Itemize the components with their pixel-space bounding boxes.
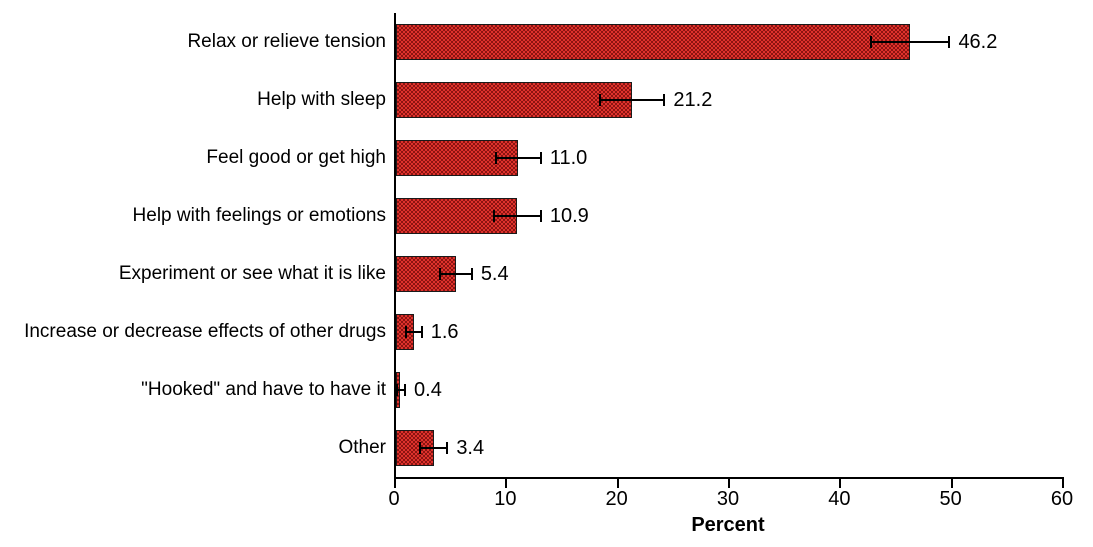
x-tick [394,479,396,488]
value-label: 3.4 [456,437,485,459]
category-label: Feel good or get high [206,147,386,168]
x-tick-label: 20 [605,488,628,510]
x-tick-label: 0 [388,488,400,510]
error-bar [492,210,542,222]
x-tick [616,479,619,488]
x-tick [839,479,842,488]
category-label: Relax or relieve tension [187,31,386,52]
error-bar [598,94,666,106]
category-label: Help with sleep [257,89,386,110]
x-tick-label: 60 [1050,488,1074,510]
error-bar [495,152,542,164]
value-label: 0.4 [414,379,442,401]
value-label: 46.2 [958,31,998,53]
error-bar [419,442,449,454]
x-tick [1062,479,1064,488]
chart-row: 0.4 [396,361,1064,419]
value-label: 1.6 [430,321,459,343]
x-tick-label: 10 [494,488,517,510]
value-label: 21.2 [673,89,713,111]
chart-row: 1.6 [396,303,1064,361]
x-tick-label: 50 [939,488,962,510]
bar [396,82,633,118]
x-tick [950,479,953,488]
error-bar [396,384,407,396]
category-label: Increase or decrease effects of other dr… [24,321,386,342]
x-tick-label: 40 [828,488,851,510]
bar [396,140,519,176]
bar [396,24,911,60]
value-label: 5.4 [480,263,509,285]
x-tick [505,479,508,488]
chart-row: 11.0 [396,129,1064,187]
category-label: "Hooked" and have to have it [141,379,386,400]
chart-row: 21.2 [396,71,1064,129]
category-label: Other [338,437,386,458]
chart-row: 5.4 [396,245,1064,303]
x-tick-label: 30 [716,488,740,510]
error-bar [439,268,473,280]
error-bar [404,326,423,338]
plot-area: 46.2 21.2 11.0 10.9 5.4 1.6 0.4 3.4 [394,13,1064,479]
chart-row: 46.2 [396,13,1064,71]
category-label: Help with feelings or emotions [132,205,386,226]
category-label: Experiment or see what it is like [118,263,386,284]
chart-row: 3.4 [396,419,1064,477]
value-label: 11.0 [549,147,588,169]
x-tick [728,479,730,488]
error-bar [870,36,951,48]
chart-row: 10.9 [396,187,1064,245]
x-axis-title: Percent [691,514,765,536]
value-label: 10.9 [549,205,589,227]
